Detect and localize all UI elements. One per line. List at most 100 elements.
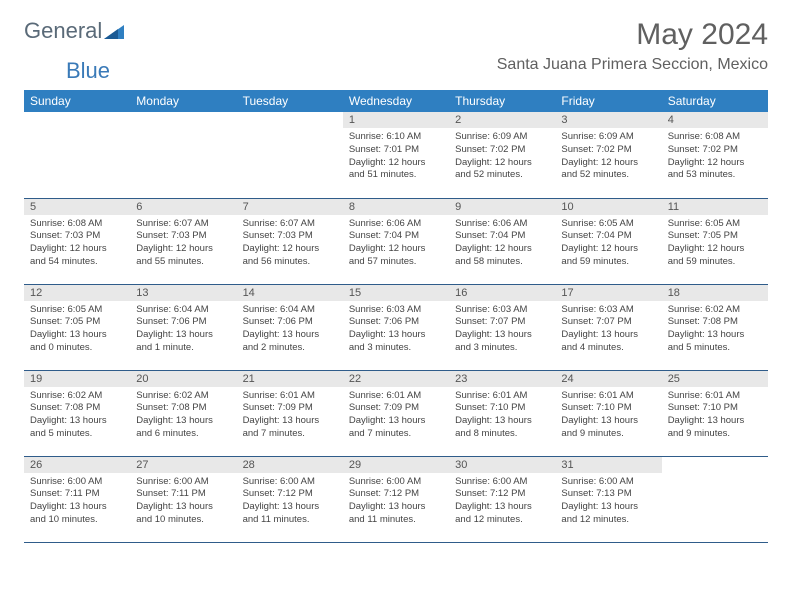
day-details: Sunrise: 6:07 AMSunset: 7:03 PMDaylight:… <box>130 215 236 273</box>
day-details: Sunrise: 6:03 AMSunset: 7:07 PMDaylight:… <box>555 301 661 359</box>
day-number: 14 <box>237 285 343 301</box>
brand-part1: General <box>24 18 102 44</box>
day-number: 15 <box>343 285 449 301</box>
calendar-day-cell <box>24 112 130 198</box>
calendar-day-cell: 17Sunrise: 6:03 AMSunset: 7:07 PMDayligh… <box>555 284 661 370</box>
calendar-day-cell <box>237 112 343 198</box>
day-details: Sunrise: 6:01 AMSunset: 7:10 PMDaylight:… <box>449 387 555 445</box>
calendar-day-cell: 8Sunrise: 6:06 AMSunset: 7:04 PMDaylight… <box>343 198 449 284</box>
calendar-day-cell: 11Sunrise: 6:05 AMSunset: 7:05 PMDayligh… <box>662 198 768 284</box>
day-details: Sunrise: 6:09 AMSunset: 7:02 PMDaylight:… <box>555 128 661 186</box>
day-number: 31 <box>555 457 661 473</box>
day-number: 18 <box>662 285 768 301</box>
day-details: Sunrise: 6:08 AMSunset: 7:03 PMDaylight:… <box>24 215 130 273</box>
day-details: Sunrise: 6:08 AMSunset: 7:02 PMDaylight:… <box>662 128 768 186</box>
calendar-day-cell: 22Sunrise: 6:01 AMSunset: 7:09 PMDayligh… <box>343 370 449 456</box>
calendar-week-row: 12Sunrise: 6:05 AMSunset: 7:05 PMDayligh… <box>24 284 768 370</box>
calendar-day-cell: 24Sunrise: 6:01 AMSunset: 7:10 PMDayligh… <box>555 370 661 456</box>
day-details: Sunrise: 6:06 AMSunset: 7:04 PMDaylight:… <box>343 215 449 273</box>
day-details: Sunrise: 6:02 AMSunset: 7:08 PMDaylight:… <box>662 301 768 359</box>
day-number: 28 <box>237 457 343 473</box>
day-number: 25 <box>662 371 768 387</box>
weekday-header: Wednesday <box>343 90 449 112</box>
day-number: 17 <box>555 285 661 301</box>
day-details: Sunrise: 6:05 AMSunset: 7:04 PMDaylight:… <box>555 215 661 273</box>
day-details: Sunrise: 6:05 AMSunset: 7:05 PMDaylight:… <box>24 301 130 359</box>
day-number: 26 <box>24 457 130 473</box>
day-details: Sunrise: 6:07 AMSunset: 7:03 PMDaylight:… <box>237 215 343 273</box>
day-details: Sunrise: 6:10 AMSunset: 7:01 PMDaylight:… <box>343 128 449 186</box>
calendar-day-cell: 31Sunrise: 6:00 AMSunset: 7:13 PMDayligh… <box>555 456 661 542</box>
day-details: Sunrise: 6:01 AMSunset: 7:09 PMDaylight:… <box>237 387 343 445</box>
calendar-table: SundayMondayTuesdayWednesdayThursdayFrid… <box>24 90 768 543</box>
weekday-header: Tuesday <box>237 90 343 112</box>
day-number: 24 <box>555 371 661 387</box>
day-details: Sunrise: 6:00 AMSunset: 7:11 PMDaylight:… <box>130 473 236 531</box>
calendar-day-cell: 20Sunrise: 6:02 AMSunset: 7:08 PMDayligh… <box>130 370 236 456</box>
day-details: Sunrise: 6:04 AMSunset: 7:06 PMDaylight:… <box>130 301 236 359</box>
day-number: 13 <box>130 285 236 301</box>
calendar-day-cell: 12Sunrise: 6:05 AMSunset: 7:05 PMDayligh… <box>24 284 130 370</box>
day-number: 29 <box>343 457 449 473</box>
day-details: Sunrise: 6:02 AMSunset: 7:08 PMDaylight:… <box>130 387 236 445</box>
day-number: 16 <box>449 285 555 301</box>
day-number: 22 <box>343 371 449 387</box>
day-number: 6 <box>130 199 236 215</box>
calendar-week-row: 26Sunrise: 6:00 AMSunset: 7:11 PMDayligh… <box>24 456 768 542</box>
day-number: 30 <box>449 457 555 473</box>
day-details: Sunrise: 6:01 AMSunset: 7:10 PMDaylight:… <box>662 387 768 445</box>
calendar-day-cell: 4Sunrise: 6:08 AMSunset: 7:02 PMDaylight… <box>662 112 768 198</box>
day-number: 5 <box>24 199 130 215</box>
day-number: 8 <box>343 199 449 215</box>
calendar-day-cell: 13Sunrise: 6:04 AMSunset: 7:06 PMDayligh… <box>130 284 236 370</box>
weekday-header-row: SundayMondayTuesdayWednesdayThursdayFrid… <box>24 90 768 112</box>
day-number: 21 <box>237 371 343 387</box>
calendar-day-cell: 25Sunrise: 6:01 AMSunset: 7:10 PMDayligh… <box>662 370 768 456</box>
calendar-day-cell: 7Sunrise: 6:07 AMSunset: 7:03 PMDaylight… <box>237 198 343 284</box>
day-details: Sunrise: 6:00 AMSunset: 7:12 PMDaylight:… <box>343 473 449 531</box>
day-number: 3 <box>555 112 661 128</box>
calendar-day-cell: 23Sunrise: 6:01 AMSunset: 7:10 PMDayligh… <box>449 370 555 456</box>
calendar-day-cell: 29Sunrise: 6:00 AMSunset: 7:12 PMDayligh… <box>343 456 449 542</box>
day-details: Sunrise: 6:02 AMSunset: 7:08 PMDaylight:… <box>24 387 130 445</box>
calendar-week-row: 1Sunrise: 6:10 AMSunset: 7:01 PMDaylight… <box>24 112 768 198</box>
day-details: Sunrise: 6:00 AMSunset: 7:12 PMDaylight:… <box>237 473 343 531</box>
calendar-day-cell: 14Sunrise: 6:04 AMSunset: 7:06 PMDayligh… <box>237 284 343 370</box>
day-number: 9 <box>449 199 555 215</box>
day-number: 4 <box>662 112 768 128</box>
day-details: Sunrise: 6:00 AMSunset: 7:12 PMDaylight:… <box>449 473 555 531</box>
day-number: 23 <box>449 371 555 387</box>
location-label: Santa Juana Primera Seccion, Mexico <box>497 56 768 74</box>
day-details: Sunrise: 6:05 AMSunset: 7:05 PMDaylight:… <box>662 215 768 273</box>
day-details: Sunrise: 6:09 AMSunset: 7:02 PMDaylight:… <box>449 128 555 186</box>
day-details: Sunrise: 6:00 AMSunset: 7:11 PMDaylight:… <box>24 473 130 531</box>
calendar-day-cell: 10Sunrise: 6:05 AMSunset: 7:04 PMDayligh… <box>555 198 661 284</box>
calendar-week-row: 19Sunrise: 6:02 AMSunset: 7:08 PMDayligh… <box>24 370 768 456</box>
day-number: 2 <box>449 112 555 128</box>
calendar-day-cell: 5Sunrise: 6:08 AMSunset: 7:03 PMDaylight… <box>24 198 130 284</box>
day-details: Sunrise: 6:01 AMSunset: 7:10 PMDaylight:… <box>555 387 661 445</box>
brand-sail-icon <box>104 23 126 41</box>
calendar-day-cell: 26Sunrise: 6:00 AMSunset: 7:11 PMDayligh… <box>24 456 130 542</box>
day-details: Sunrise: 6:04 AMSunset: 7:06 PMDaylight:… <box>237 301 343 359</box>
calendar-week-row: 5Sunrise: 6:08 AMSunset: 7:03 PMDaylight… <box>24 198 768 284</box>
day-number: 20 <box>130 371 236 387</box>
weekday-header: Sunday <box>24 90 130 112</box>
title-block: May 2024 Santa Juana Primera Seccion, Me… <box>497 18 768 74</box>
calendar-day-cell: 9Sunrise: 6:06 AMSunset: 7:04 PMDaylight… <box>449 198 555 284</box>
calendar-day-cell: 1Sunrise: 6:10 AMSunset: 7:01 PMDaylight… <box>343 112 449 198</box>
day-number: 19 <box>24 371 130 387</box>
calendar-day-cell: 3Sunrise: 6:09 AMSunset: 7:02 PMDaylight… <box>555 112 661 198</box>
weekday-header: Saturday <box>662 90 768 112</box>
calendar-day-cell: 28Sunrise: 6:00 AMSunset: 7:12 PMDayligh… <box>237 456 343 542</box>
weekday-header: Monday <box>130 90 236 112</box>
calendar-day-cell: 30Sunrise: 6:00 AMSunset: 7:12 PMDayligh… <box>449 456 555 542</box>
day-number: 1 <box>343 112 449 128</box>
day-number: 27 <box>130 457 236 473</box>
day-details: Sunrise: 6:00 AMSunset: 7:13 PMDaylight:… <box>555 473 661 531</box>
day-details: Sunrise: 6:03 AMSunset: 7:06 PMDaylight:… <box>343 301 449 359</box>
calendar-day-cell: 18Sunrise: 6:02 AMSunset: 7:08 PMDayligh… <box>662 284 768 370</box>
day-number: 7 <box>237 199 343 215</box>
day-number: 11 <box>662 199 768 215</box>
month-title: May 2024 <box>497 18 768 52</box>
